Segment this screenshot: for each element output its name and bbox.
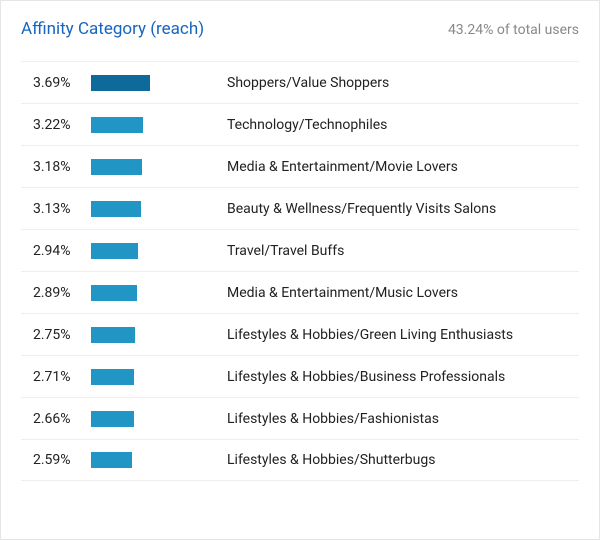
row-bar bbox=[91, 327, 135, 343]
row-percent: 3.13% bbox=[25, 201, 91, 217]
row-bar-cell bbox=[91, 159, 211, 175]
row-percent: 2.59% bbox=[25, 452, 91, 468]
table-row: 3.13% Beauty & Wellness/Frequently Visit… bbox=[21, 187, 579, 229]
table-row: 2.75% Lifestyles & Hobbies/Green Living … bbox=[21, 313, 579, 355]
row-bar bbox=[91, 452, 132, 468]
table-row: 2.66% Lifestyles & Hobbies/Fashionistas bbox=[21, 397, 579, 439]
row-bar-cell bbox=[91, 117, 211, 133]
row-label: Beauty & Wellness/Frequently Visits Salo… bbox=[211, 201, 496, 217]
table-row: 3.18% Media & Entertainment/Movie Lovers bbox=[21, 145, 579, 187]
row-percent: 2.94% bbox=[25, 243, 91, 259]
row-bar bbox=[91, 201, 141, 217]
row-bar-cell bbox=[91, 201, 211, 217]
card-subtitle: 43.24% of total users bbox=[448, 22, 579, 38]
row-label: Lifestyles & Hobbies/Business Profession… bbox=[211, 369, 505, 385]
row-label: Lifestyles & Hobbies/Shutterbugs bbox=[211, 452, 435, 468]
row-bar bbox=[91, 159, 142, 175]
row-bar-cell bbox=[91, 327, 211, 343]
table-row: 3.69% Shoppers/Value Shoppers bbox=[21, 61, 579, 103]
row-label: Technology/Technophiles bbox=[211, 117, 387, 133]
row-percent: 2.71% bbox=[25, 369, 91, 385]
row-bar bbox=[91, 285, 137, 301]
row-bar bbox=[91, 369, 134, 385]
row-bar-cell bbox=[91, 411, 211, 427]
row-bar-cell bbox=[91, 285, 211, 301]
row-label: Shoppers/Value Shoppers bbox=[211, 75, 389, 91]
table-row: 3.22% Technology/Technophiles bbox=[21, 103, 579, 145]
row-label: Travel/Travel Buffs bbox=[211, 243, 344, 259]
table-row: 2.89% Media & Entertainment/Music Lovers bbox=[21, 271, 579, 313]
row-label: Lifestyles & Hobbies/Green Living Enthus… bbox=[211, 327, 513, 343]
row-bar bbox=[91, 117, 143, 133]
row-bar bbox=[91, 75, 150, 91]
affinity-rows: 3.69% Shoppers/Value Shoppers 3.22% Tech… bbox=[21, 61, 579, 481]
row-label: Media & Entertainment/Music Lovers bbox=[211, 285, 458, 301]
row-bar-cell bbox=[91, 369, 211, 385]
row-percent: 2.75% bbox=[25, 327, 91, 343]
table-row: 2.94% Travel/Travel Buffs bbox=[21, 229, 579, 271]
row-bar bbox=[91, 411, 134, 427]
affinity-card: Affinity Category (reach) 43.24% of tota… bbox=[0, 0, 600, 540]
row-percent: 3.22% bbox=[25, 117, 91, 133]
row-percent: 3.18% bbox=[25, 159, 91, 175]
row-bar-cell bbox=[91, 75, 211, 91]
row-bar bbox=[91, 243, 138, 259]
card-header: Affinity Category (reach) 43.24% of tota… bbox=[21, 19, 579, 39]
row-label: Lifestyles & Hobbies/Fashionistas bbox=[211, 411, 439, 427]
table-row: 2.71% Lifestyles & Hobbies/Business Prof… bbox=[21, 355, 579, 397]
row-label: Media & Entertainment/Movie Lovers bbox=[211, 159, 458, 175]
row-percent: 2.89% bbox=[25, 285, 91, 301]
row-bar-cell bbox=[91, 452, 211, 468]
table-row: 2.59% Lifestyles & Hobbies/Shutterbugs bbox=[21, 439, 579, 481]
card-title[interactable]: Affinity Category (reach) bbox=[21, 19, 204, 39]
row-percent: 2.66% bbox=[25, 411, 91, 427]
row-bar-cell bbox=[91, 243, 211, 259]
row-percent: 3.69% bbox=[25, 75, 91, 91]
